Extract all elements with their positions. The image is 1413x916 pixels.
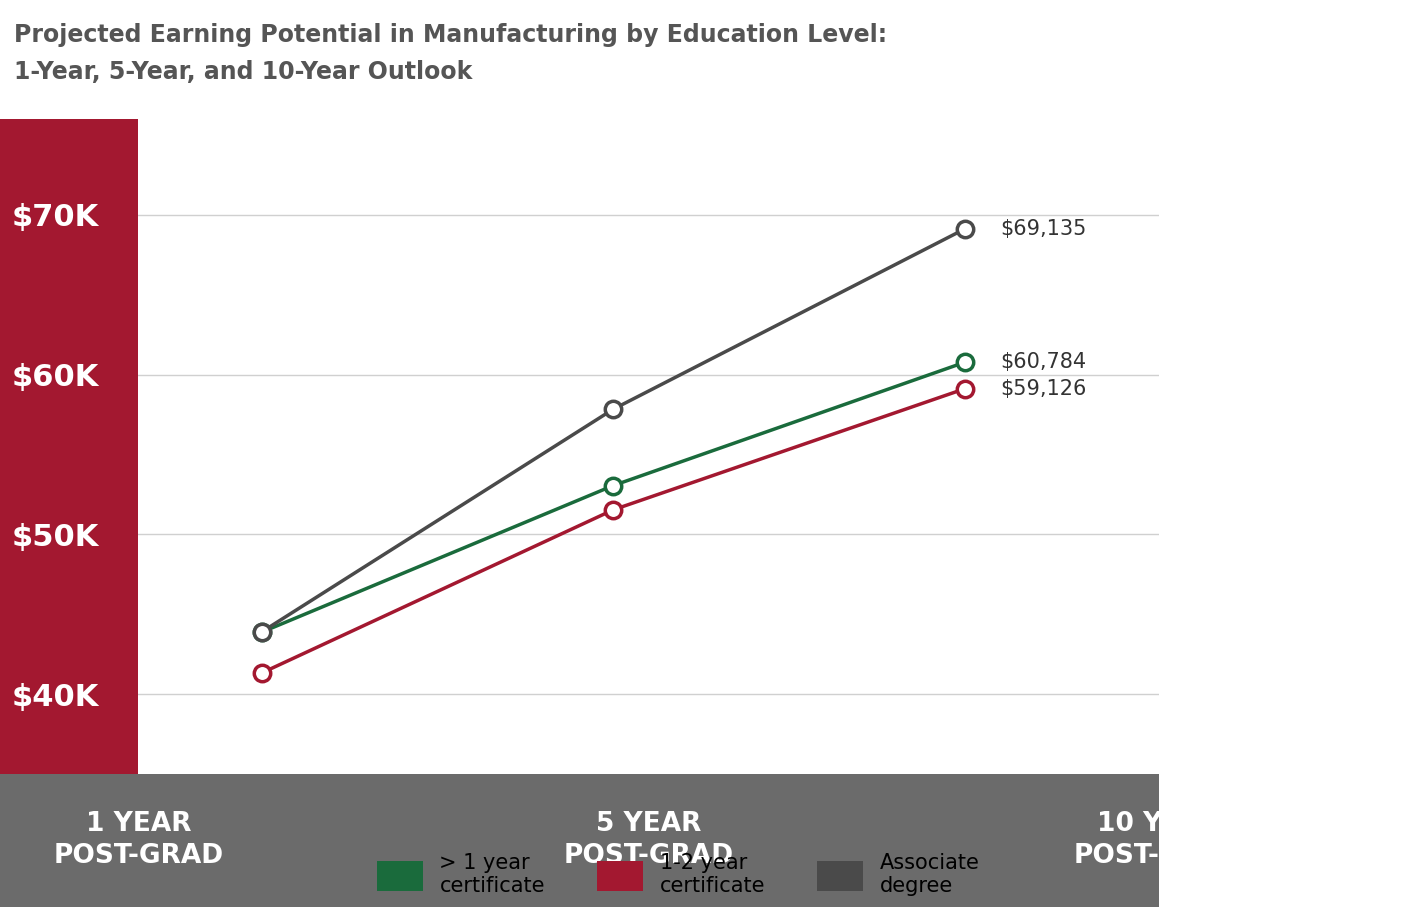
Text: $59,126: $59,126 [1000, 378, 1087, 398]
Text: Projected Earning Potential in Manufacturing by Education Level:: Projected Earning Potential in Manufactu… [14, 23, 887, 47]
Point [954, 354, 976, 369]
Text: $69,135: $69,135 [1000, 219, 1087, 239]
Point [602, 478, 625, 493]
Text: 1 YEAR
POST-GRAD: 1 YEAR POST-GRAD [54, 812, 223, 869]
Point [602, 402, 625, 417]
Point [250, 625, 273, 639]
Point [602, 503, 625, 518]
Point [250, 666, 273, 681]
Legend: > 1 year
certificate, 1-2 year
certificate, Associate
degree: > 1 year certificate, 1-2 year certifica… [377, 853, 979, 897]
Text: 1-Year, 5-Year, and 10-Year Outlook: 1-Year, 5-Year, and 10-Year Outlook [14, 60, 472, 83]
Text: $60,784: $60,784 [1000, 352, 1087, 372]
Point [250, 625, 273, 639]
Point [954, 222, 976, 236]
Text: 5 YEAR
POST-GRAD: 5 YEAR POST-GRAD [564, 812, 733, 869]
Text: 10 YEAR
POST-GRAD: 10 YEAR POST-GRAD [1074, 812, 1243, 869]
Point [954, 381, 976, 396]
